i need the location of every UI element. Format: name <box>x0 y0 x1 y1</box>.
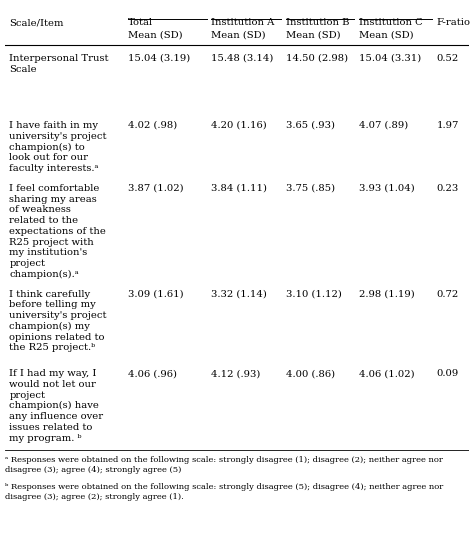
Text: I have faith in my
university's project
champion(s) to
look out for our
faculty : I have faith in my university's project … <box>9 121 107 173</box>
Text: 4.12 (.93): 4.12 (.93) <box>211 369 261 378</box>
Text: Mean (SD): Mean (SD) <box>286 30 340 40</box>
Text: I think carefully
before telling my
university's project
champion(s) my
opinions: I think carefully before telling my univ… <box>9 289 107 352</box>
Text: 15.48 (3.14): 15.48 (3.14) <box>211 54 274 63</box>
Text: 4.06 (1.02): 4.06 (1.02) <box>359 369 414 378</box>
Text: 3.65 (.93): 3.65 (.93) <box>286 121 335 130</box>
Text: Mean (SD): Mean (SD) <box>359 30 413 40</box>
Text: I feel comfortable
sharing my areas
of weakness
related to the
expectations of t: I feel comfortable sharing my areas of w… <box>9 184 106 279</box>
Text: Mean (SD): Mean (SD) <box>211 30 266 40</box>
Text: 3.09 (1.61): 3.09 (1.61) <box>128 289 183 299</box>
Text: 2.98 (1.19): 2.98 (1.19) <box>359 289 414 299</box>
Text: 3.32 (1.14): 3.32 (1.14) <box>211 289 267 299</box>
Text: 4.00 (.86): 4.00 (.86) <box>286 369 335 378</box>
Text: 4.02 (.98): 4.02 (.98) <box>128 121 177 130</box>
Text: 4.20 (1.16): 4.20 (1.16) <box>211 121 267 130</box>
Text: Total: Total <box>128 19 153 27</box>
Text: 15.04 (3.31): 15.04 (3.31) <box>359 54 421 63</box>
Text: ᵇ Responses were obtained on the following scale: strongly disagree (5); disagre: ᵇ Responses were obtained on the followi… <box>5 483 443 501</box>
Text: Mean (SD): Mean (SD) <box>128 30 182 40</box>
Text: 0.09: 0.09 <box>437 369 459 378</box>
Text: Scale/Item: Scale/Item <box>9 19 64 27</box>
Text: 0.72: 0.72 <box>437 289 459 299</box>
Text: 3.75 (.85): 3.75 (.85) <box>286 184 335 193</box>
Text: 3.93 (1.04): 3.93 (1.04) <box>359 184 414 193</box>
Text: 3.10 (1.12): 3.10 (1.12) <box>286 289 342 299</box>
Text: Institution A: Institution A <box>211 19 275 27</box>
Text: Institution C: Institution C <box>359 19 422 27</box>
Text: F-ratio: F-ratio <box>437 19 471 27</box>
Text: 1.97: 1.97 <box>437 121 459 130</box>
Text: 4.07 (.89): 4.07 (.89) <box>359 121 408 130</box>
Text: Interpersonal Trust
Scale: Interpersonal Trust Scale <box>9 54 109 74</box>
Text: 0.23: 0.23 <box>437 184 459 193</box>
Text: 0.52: 0.52 <box>437 54 459 63</box>
Text: 3.87 (1.02): 3.87 (1.02) <box>128 184 183 193</box>
Text: 15.04 (3.19): 15.04 (3.19) <box>128 54 190 63</box>
Text: ᵃ Responses were obtained on the following scale: strongly disagree (1); disagre: ᵃ Responses were obtained on the followi… <box>5 456 443 474</box>
Text: 3.84 (1.11): 3.84 (1.11) <box>211 184 267 193</box>
Text: 4.06 (.96): 4.06 (.96) <box>128 369 177 378</box>
Text: Institution B: Institution B <box>286 19 349 27</box>
Text: 14.50 (2.98): 14.50 (2.98) <box>286 54 348 63</box>
Text: If I had my way, I
would not let our
project
champion(s) have
any influence over: If I had my way, I would not let our pro… <box>9 369 103 443</box>
